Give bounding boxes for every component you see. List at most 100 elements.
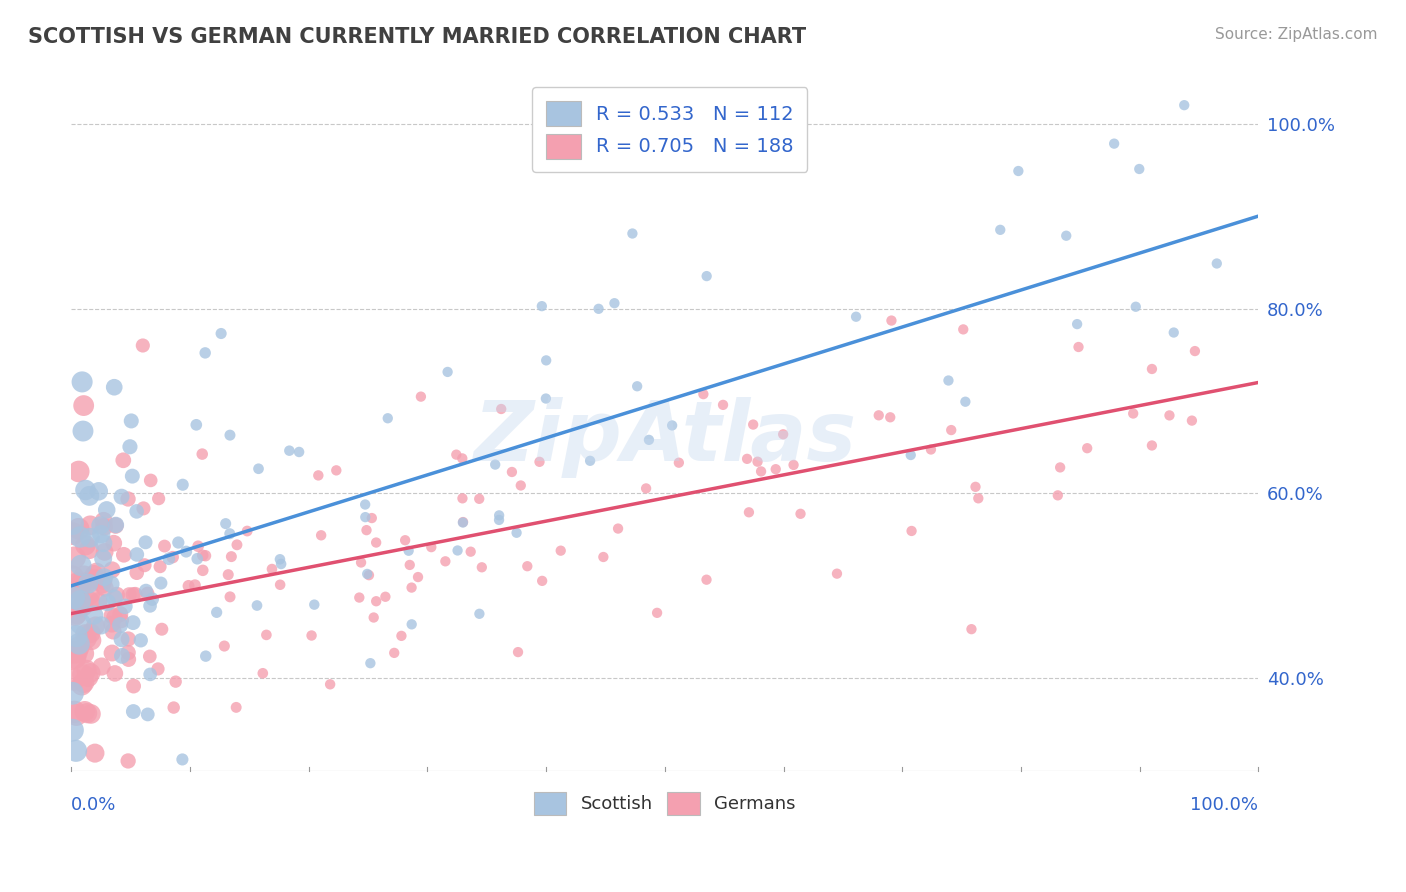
Point [125,504,148,518]
Point [62,645,84,659]
Point [103,380,125,394]
Point [194,346,217,360]
Point [377,411,399,425]
Point [65,707,87,722]
Point [434,554,457,568]
Point [900,524,922,538]
Point [73,647,96,661]
Point [468,491,491,506]
Point [468,607,491,621]
Point [451,451,474,466]
Point [398,543,420,558]
Point [236,524,259,538]
Point [184,578,207,592]
Point [101,624,124,639]
Point [955,394,977,409]
Point [471,560,494,574]
Point [401,581,423,595]
Point [73,675,96,690]
Point [139,649,162,664]
Point [186,417,208,432]
Point [451,515,474,529]
Point [84,746,107,760]
Point [62,686,84,700]
Point [104,518,127,533]
Point [1125,300,1147,314]
Point [67,522,90,536]
Point [1205,256,1227,270]
Point [103,536,125,550]
Point [607,522,630,536]
Point [401,617,423,632]
Point [1173,98,1195,112]
Point [749,464,772,478]
Point [446,543,468,558]
Text: 100.0%: 100.0% [1191,796,1258,814]
Point [90,659,112,673]
Point [72,667,94,681]
Point [122,615,145,630]
Point [225,700,247,714]
Point [76,574,98,589]
Point [136,586,159,600]
Point [191,549,214,563]
Point [301,628,323,642]
Point [505,525,527,540]
Point [309,528,332,542]
Point [72,424,94,438]
Point [62,516,84,531]
Point [398,558,420,572]
Point [75,483,97,497]
Point [90,527,112,541]
Point [920,442,942,457]
Point [87,594,110,608]
Point [103,610,125,624]
Point [451,516,474,530]
Point [191,563,214,577]
Point [451,491,474,506]
Point [79,588,101,602]
Point [108,618,131,632]
Point [534,392,557,406]
Point [789,507,811,521]
Point [668,456,690,470]
Point [93,570,115,584]
Point [149,576,172,591]
Point [69,616,91,631]
Point [73,399,96,413]
Point [692,387,714,401]
Point [941,423,963,437]
Point [69,594,91,608]
Point [67,582,90,597]
Point [868,409,890,423]
Point [1128,161,1150,176]
Point [1181,414,1204,428]
Point [1066,317,1088,331]
Point [534,353,557,368]
Point [356,523,378,537]
Point [394,533,416,548]
Point [217,567,239,582]
Point [174,544,197,558]
Point [488,513,510,527]
Point [62,723,84,738]
Point [446,448,468,462]
Point [63,650,86,665]
Point [86,565,108,579]
Point [636,482,658,496]
Point [148,491,170,506]
Point [91,577,114,591]
Point [172,477,194,491]
Point [62,591,84,605]
Point [139,474,162,488]
Point [91,551,114,566]
Point [1102,136,1125,151]
Point [529,455,551,469]
Point [1122,407,1144,421]
Point [165,674,187,689]
Point [772,427,794,442]
Point [1159,409,1181,423]
Point [122,588,145,602]
Point [112,548,135,562]
Point [66,576,89,591]
